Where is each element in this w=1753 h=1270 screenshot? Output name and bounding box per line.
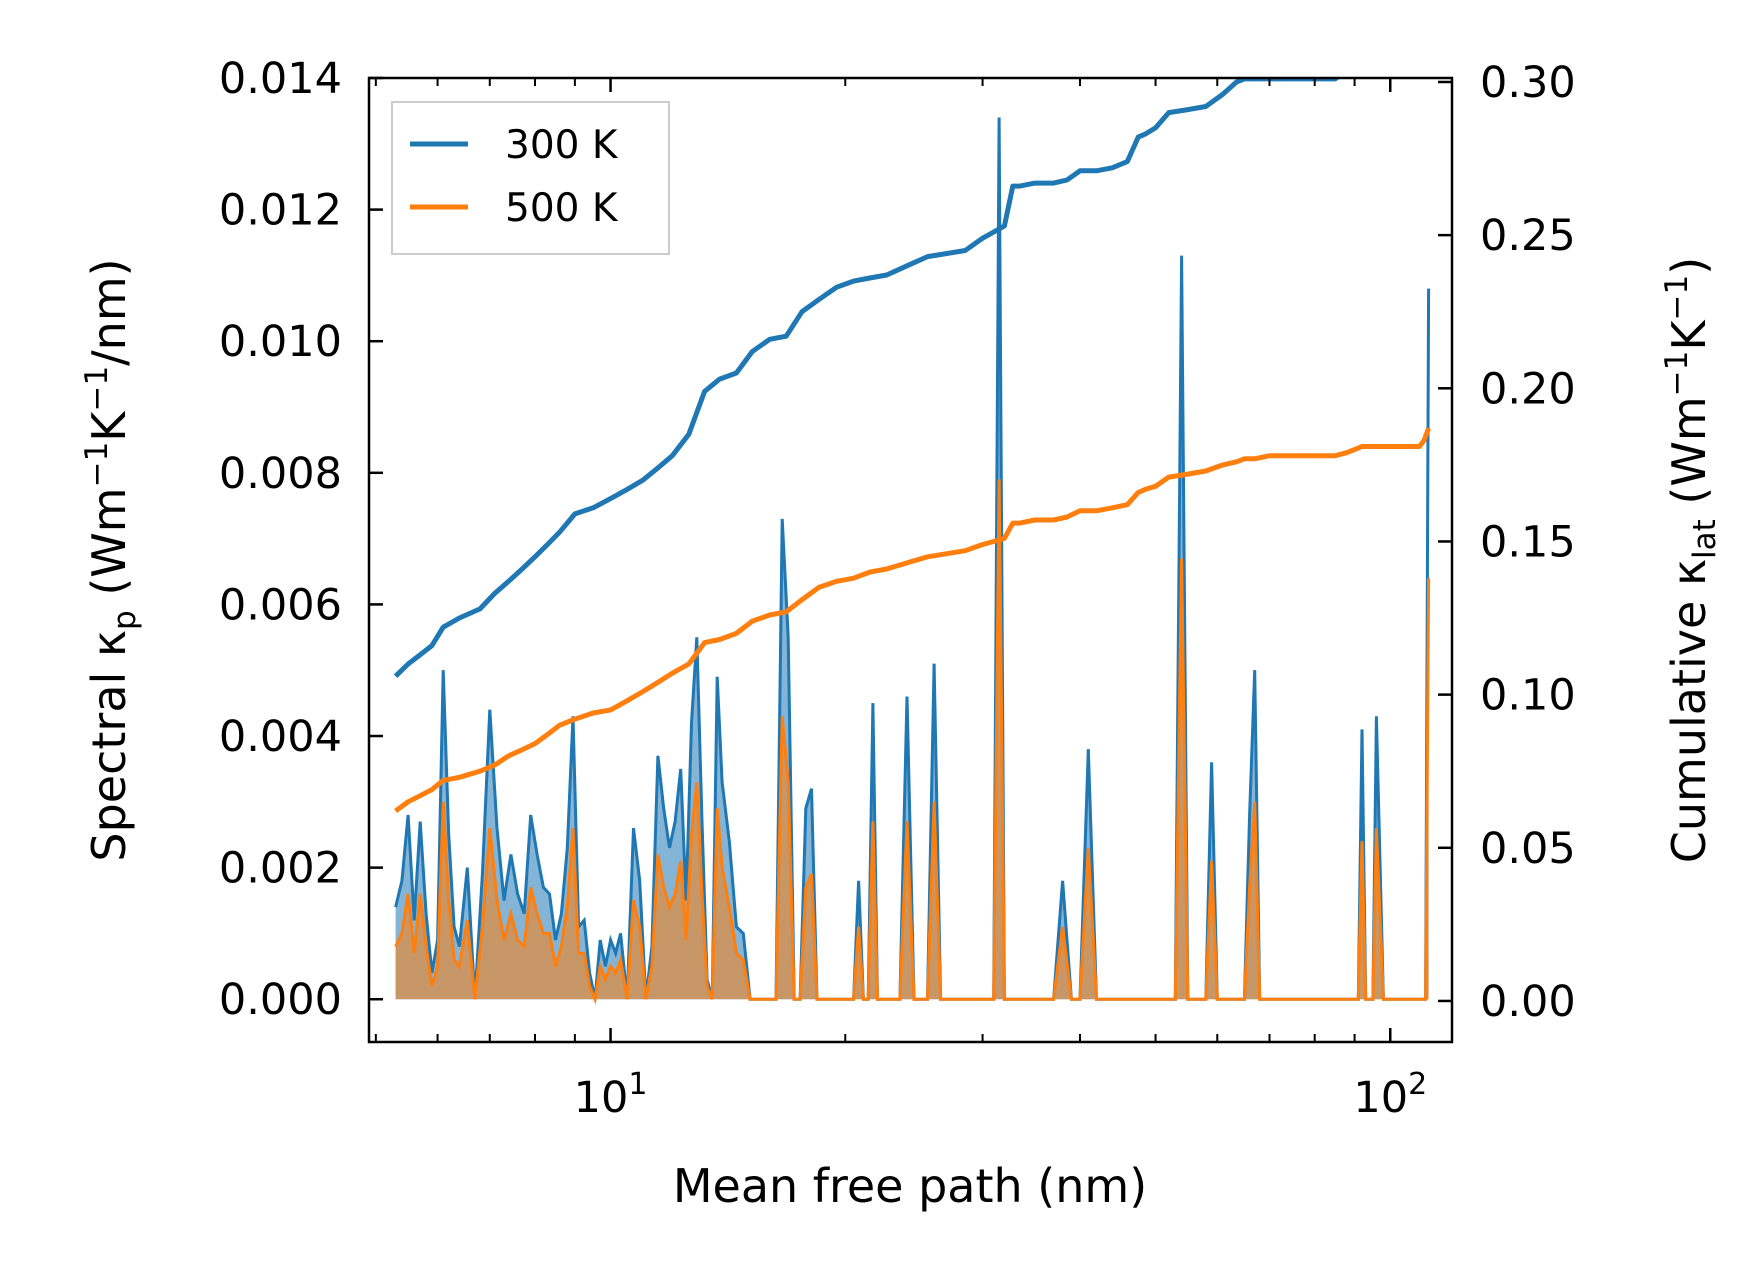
y-right-tick-label: 0.20 (1480, 364, 1576, 414)
legend: 300 K 500 K (391, 101, 670, 255)
spectral-fill-500K (395, 479, 1429, 1000)
y-right-tick-label: 0.10 (1480, 671, 1576, 721)
y-left-tick-label: 0.014 (219, 54, 342, 104)
y-left-tick-label: 0.006 (219, 580, 342, 630)
x-tick-label: 102 (1353, 1067, 1427, 1123)
spectral-line-500K (394, 479, 1431, 1005)
y-left-tick-label: 0.008 (219, 449, 342, 499)
y-right-tick-labels: 0.00 0.05 0.10 0.15 0.20 0.25 0.30 (1480, 58, 1576, 1027)
x-tick-labels: 101 102 (574, 1067, 1428, 1123)
y-left-tick-label: 0.004 (219, 712, 342, 762)
y-right-tick-label: 0.05 (1480, 824, 1576, 874)
y-right-axis-label: Cumulative κlat (Wm−1K−1) (1659, 257, 1723, 863)
legend-label-300K: 300 K (505, 123, 619, 168)
y-right-tick-label: 0.15 (1480, 517, 1576, 567)
x-axis-label: Mean free path (nm) (673, 1159, 1147, 1213)
x-tick-label: 101 (574, 1067, 648, 1123)
y-right-tick-label: 0.30 (1480, 58, 1576, 108)
cumulative-line-500K (394, 427, 1431, 814)
legend-box (391, 101, 670, 255)
y-right-tick-label: 0.00 (1480, 977, 1576, 1027)
x-minor-ticks (374, 78, 1356, 1042)
y-left-tick-label: 0.010 (219, 317, 342, 367)
plot-frame (367, 76, 1454, 1044)
y-left-tick-label: 0.002 (219, 844, 342, 894)
y-right-tick-label: 0.25 (1480, 211, 1576, 261)
y-left-tick-labels: 0.000 0.002 0.004 0.006 0.008 0.010 0.01… (219, 54, 342, 1025)
y-left-axis-label: Spectral κp (Wm−1K−1/nm) (79, 258, 143, 861)
y-left-tick-label: 0.012 (219, 186, 342, 236)
y-left-tick-label: 0.000 (219, 975, 342, 1025)
legend-label-500K: 500 K (505, 186, 619, 231)
